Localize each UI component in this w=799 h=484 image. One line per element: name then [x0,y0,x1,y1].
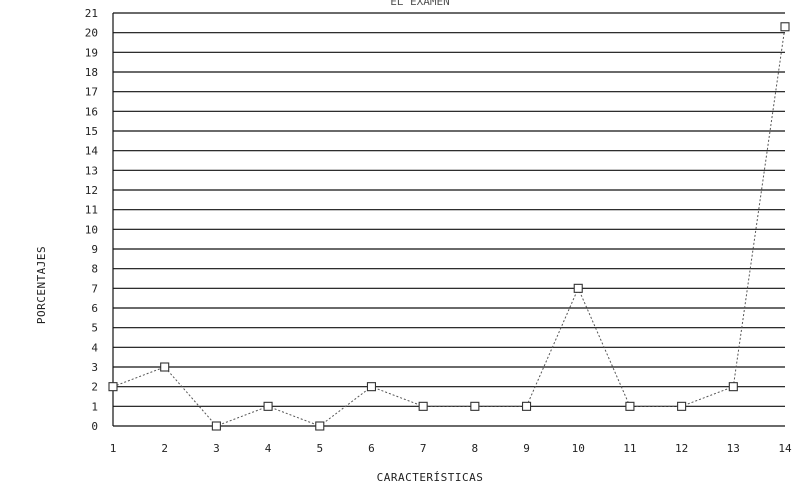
x-tick-label: 6 [368,442,375,455]
data-series [108,22,790,431]
y-tick-label: 6 [91,302,98,315]
x-tick-label: 3 [213,442,220,455]
y-tick-label: 5 [91,322,98,335]
x-tick-label: 13 [727,442,740,455]
data-point-marker [470,401,480,411]
x-tick-label: 11 [623,442,636,455]
y-axis-label: PORCENTAJES [35,246,48,324]
y-tick-label: 11 [85,204,98,217]
y-tick-label: 0 [91,420,98,433]
y-tick-label: 12 [85,184,98,197]
data-point-marker [521,401,532,411]
y-tick-label: 21 [85,7,98,20]
data-point-marker [211,421,221,431]
data-point-marker [728,382,738,392]
x-tick-label: 4 [265,442,272,455]
data-point-marker [366,382,377,392]
y-tick-label: 3 [91,361,98,374]
data-point-marker [263,401,273,411]
data-point-marker [625,401,635,411]
x-tick-label: 1 [110,442,117,455]
y-tick-label: 9 [91,243,98,256]
y-tick-label: 13 [85,164,98,177]
x-tick-label: 14 [778,442,792,455]
y-tick-label: 8 [91,263,98,276]
y-tick-label: 2 [91,381,98,394]
y-tick-label: 14 [85,145,99,158]
x-tick-label: 10 [572,442,585,455]
y-tick-label: 18 [85,66,98,79]
x-tick-labels: 1 2 3 4 5 6 7 8 9 10 11 12 13 14 [110,442,792,455]
chart-title: EL EXAMEN [390,0,450,8]
y-tick-label: 16 [85,105,98,118]
data-point-marker [677,401,687,411]
y-tick-label: 20 [85,27,98,40]
x-tick-label: 2 [161,442,168,455]
x-tick-label: 5 [316,442,323,455]
y-tick-label: 19 [85,46,98,59]
y-tick-label: 4 [91,341,98,354]
y-tick-label: 10 [85,223,98,236]
series-line [112,26,786,427]
x-tick-label: 12 [675,442,688,455]
x-tick-label: 8 [472,442,479,455]
x-tick-label: 9 [523,442,530,455]
gridlines [112,12,785,427]
data-point-marker [108,382,118,392]
y-tick-label: 7 [91,282,98,295]
y-tick-label: 1 [91,400,98,413]
x-axis-label: CARACTERÍSTICAS [377,471,484,484]
x-tick-label: 7 [420,442,427,455]
y-tick-label: 17 [85,86,98,99]
data-point-marker [315,421,325,431]
data-point-marker [160,362,170,372]
data-point-marker [780,22,790,32]
data-point-marker [418,401,428,411]
data-point-marker [573,283,583,293]
y-tick-label: 15 [85,125,98,138]
